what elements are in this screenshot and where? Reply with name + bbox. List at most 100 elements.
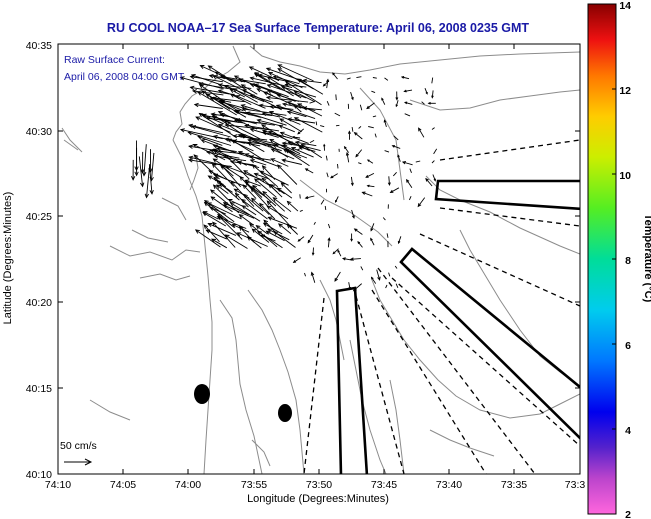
- current-vector: [248, 139, 282, 152]
- current-vector-head: [278, 124, 284, 129]
- map-area: Raw Surface Current: April 06, 2008 04:0…: [60, 45, 580, 474]
- current-vector-head: [212, 184, 218, 190]
- current-vector: [259, 170, 289, 186]
- current-vector: [199, 113, 237, 138]
- current-vector: [307, 234, 314, 243]
- current-vector: [271, 158, 289, 167]
- current-vector-head: [370, 228, 374, 232]
- current-label-time: April 06, 2008 04:00 GMT: [64, 71, 185, 83]
- current-vector-head: [205, 93, 211, 98]
- current-vector-head: [284, 82, 290, 88]
- current-vector-head: [149, 189, 154, 195]
- colorbar-ticks: 14 12 10 8 6 4 2: [619, 0, 631, 519]
- current-vector-head: [241, 107, 247, 112]
- colorbar-tick: 2: [625, 509, 631, 519]
- current-vector: [254, 173, 270, 180]
- current-vector: [283, 148, 310, 167]
- current-vector: [197, 91, 237, 116]
- current-vector-head: [207, 223, 213, 227]
- current-vector-head: [261, 129, 267, 134]
- y-tick: 40:35: [26, 40, 52, 52]
- current-vector: [212, 163, 235, 187]
- current-vector-head: [425, 91, 428, 95]
- colorbar-tick: 12: [619, 85, 631, 97]
- survey-boxes: [335, 179, 580, 474]
- current-vector-head: [387, 182, 391, 186]
- current-vector-head: [357, 241, 361, 245]
- current-vector-head: [286, 101, 292, 106]
- current-vector: [242, 184, 257, 199]
- current-vector: [327, 223, 331, 229]
- current-vector: [214, 155, 247, 162]
- current-vector-head: [234, 192, 240, 198]
- current-vector-head: [332, 72, 335, 76]
- current-vector: [216, 184, 229, 194]
- current-vector: [266, 200, 293, 229]
- current-vector-head: [348, 286, 352, 291]
- current-vector: [431, 160, 435, 164]
- current-vector: [433, 148, 438, 155]
- current-vector-head: [236, 232, 242, 237]
- current-vector: [197, 135, 223, 146]
- current-vector: [287, 201, 299, 212]
- current-vector-head: [250, 187, 256, 193]
- bathymetry-contours: [61, 45, 580, 474]
- current-vector: [230, 181, 255, 207]
- current-vector: [425, 178, 433, 187]
- current-vector: [326, 172, 329, 178]
- x-tick: 73:35: [501, 479, 527, 491]
- current-vector-head: [233, 188, 239, 193]
- current-vector: [294, 117, 323, 133]
- current-vector: [217, 216, 247, 229]
- colorbar-tick: 8: [625, 255, 631, 267]
- current-vector-head: [192, 144, 198, 148]
- current-vector-head: [284, 81, 290, 86]
- current-vector-head: [389, 189, 394, 194]
- current-vector-head: [353, 228, 358, 232]
- plot-frame: [57, 43, 581, 475]
- current-vector-head: [208, 73, 214, 79]
- current-vector-head: [361, 191, 366, 195]
- current-vector: [250, 159, 267, 166]
- current-vector: [334, 112, 341, 117]
- current-vector-head: [251, 228, 257, 233]
- current-vector: [195, 229, 221, 248]
- x-tick: 73:45: [371, 479, 397, 491]
- current-vector: [431, 77, 434, 84]
- current-vector: [371, 277, 377, 284]
- current-vector-head: [235, 95, 241, 100]
- current-vector: [301, 144, 323, 159]
- current-vector-head: [307, 239, 311, 244]
- current-vector-head: [207, 65, 213, 70]
- current-vector: [386, 233, 389, 238]
- current-vector: [326, 101, 330, 106]
- current-vector-head: [266, 84, 272, 89]
- current-vector: [285, 84, 307, 88]
- current-vector-head: [248, 66, 254, 71]
- current-vector: [252, 164, 278, 188]
- current-vector-head: [279, 118, 285, 123]
- current-vector: [360, 266, 364, 271]
- current-vector: [211, 238, 228, 249]
- x-axis-label: Longitude (Degrees:Minutes): [247, 493, 389, 505]
- current-vector: [355, 149, 363, 157]
- current-vector: [297, 128, 304, 135]
- colorbar-tick: 10: [619, 170, 631, 182]
- current-vector-head: [205, 150, 211, 155]
- current-vector: [254, 72, 294, 97]
- current-vector: [241, 84, 258, 95]
- current-vector-head: [349, 257, 354, 261]
- current-vector: [266, 96, 309, 103]
- current-vector-head: [272, 144, 278, 149]
- current-vector-head: [244, 153, 250, 158]
- current-vector: [194, 104, 223, 109]
- current-vector: [242, 108, 287, 116]
- current-vector-head: [302, 78, 308, 83]
- current-vector-head: [218, 215, 223, 221]
- current-vector-head: [281, 85, 286, 90]
- current-vector: [303, 79, 322, 84]
- buoy-marker: [278, 404, 292, 422]
- current-vector-head: [249, 128, 255, 133]
- current-vector-head: [341, 257, 346, 261]
